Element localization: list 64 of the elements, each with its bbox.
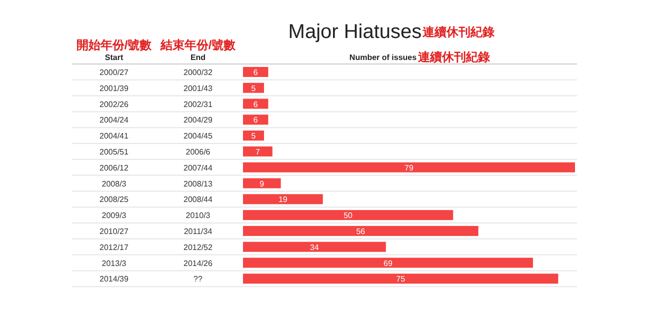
bar [243,178,281,188]
bar [243,66,268,77]
y2-axis-title: End [190,53,206,62]
y-tick-label: 2006/12 [100,163,130,172]
bar [243,274,558,284]
data-label: 7 [255,147,260,156]
bar [243,146,272,156]
bar [243,242,386,252]
data-label: 56 [356,226,366,236]
y-tick-label: 2008/3 [102,179,127,188]
y-tick-label: 2005/51 [100,147,130,156]
bar [243,98,268,109]
y2-tick-label: 2012/52 [184,242,214,252]
y-tick-label: 2012/17 [100,242,130,252]
data-label: 5 [251,84,256,93]
bar [243,162,575,172]
text: 連續休刊紀錄 [422,25,495,39]
data-label: 50 [344,211,354,220]
y-tick-label: 2002/26 [100,100,130,109]
y2-tick-label: 2002/31 [184,100,214,109]
bar [243,114,268,125]
text: 開始年份/號數 [76,38,153,52]
y-tick-label: 2000/27 [100,68,130,77]
y-axis-title: Start [104,53,124,62]
data-label: 69 [384,258,393,268]
y2-tick-label: 2011/34 [184,226,213,236]
y2-tick-label: ?? [194,274,203,284]
bar [243,258,533,268]
text: 連續休刊紀錄 [417,50,490,64]
bar [243,130,264,141]
y2-tick-label: 2004/29 [184,116,214,125]
data-label: 6 [253,116,258,125]
y-tick-label: 2013/3 [102,258,127,268]
y2-tick-label: 2008/13 [184,179,214,188]
x-axis-title: Number of issues [349,53,418,62]
bar [243,210,454,220]
data-label: 5 [251,132,256,141]
text: 結束年份/號數 [159,38,237,52]
y2-tick-label: 2001/43 [184,84,214,93]
bar [243,194,323,204]
chart-title: Major Hiatuses [288,21,422,43]
data-label: 9 [260,179,265,188]
y-tick-label: 2004/24 [100,116,130,125]
y2-tick-label: 2004/45 [184,132,214,141]
y2-tick-label: 2014/26 [184,258,214,268]
data-label: 19 [278,195,288,204]
data-label: 34 [310,242,320,252]
bar [243,82,264,93]
y2-tick-label: 2000/32 [184,68,214,77]
y2-tick-label: 2008/44 [184,195,214,204]
y2-tick-label: 2007/44 [184,163,214,172]
data-label: 79 [404,163,414,172]
y-tick-label: 2010/27 [100,226,130,236]
bar [243,226,478,236]
y-tick-label: 2008/25 [100,195,130,204]
data-label: 75 [396,274,406,284]
data-label: 6 [253,100,258,109]
y-tick-label: 2009/3 [102,211,127,220]
y-tick-label: 2014/39 [100,274,130,284]
y-tick-label: 2001/39 [100,84,130,93]
data-label: 6 [253,68,258,77]
y2-tick-label: 2006/6 [186,147,211,156]
y2-tick-label: 2010/3 [186,211,211,220]
y-tick-label: 2004/41 [100,132,130,141]
